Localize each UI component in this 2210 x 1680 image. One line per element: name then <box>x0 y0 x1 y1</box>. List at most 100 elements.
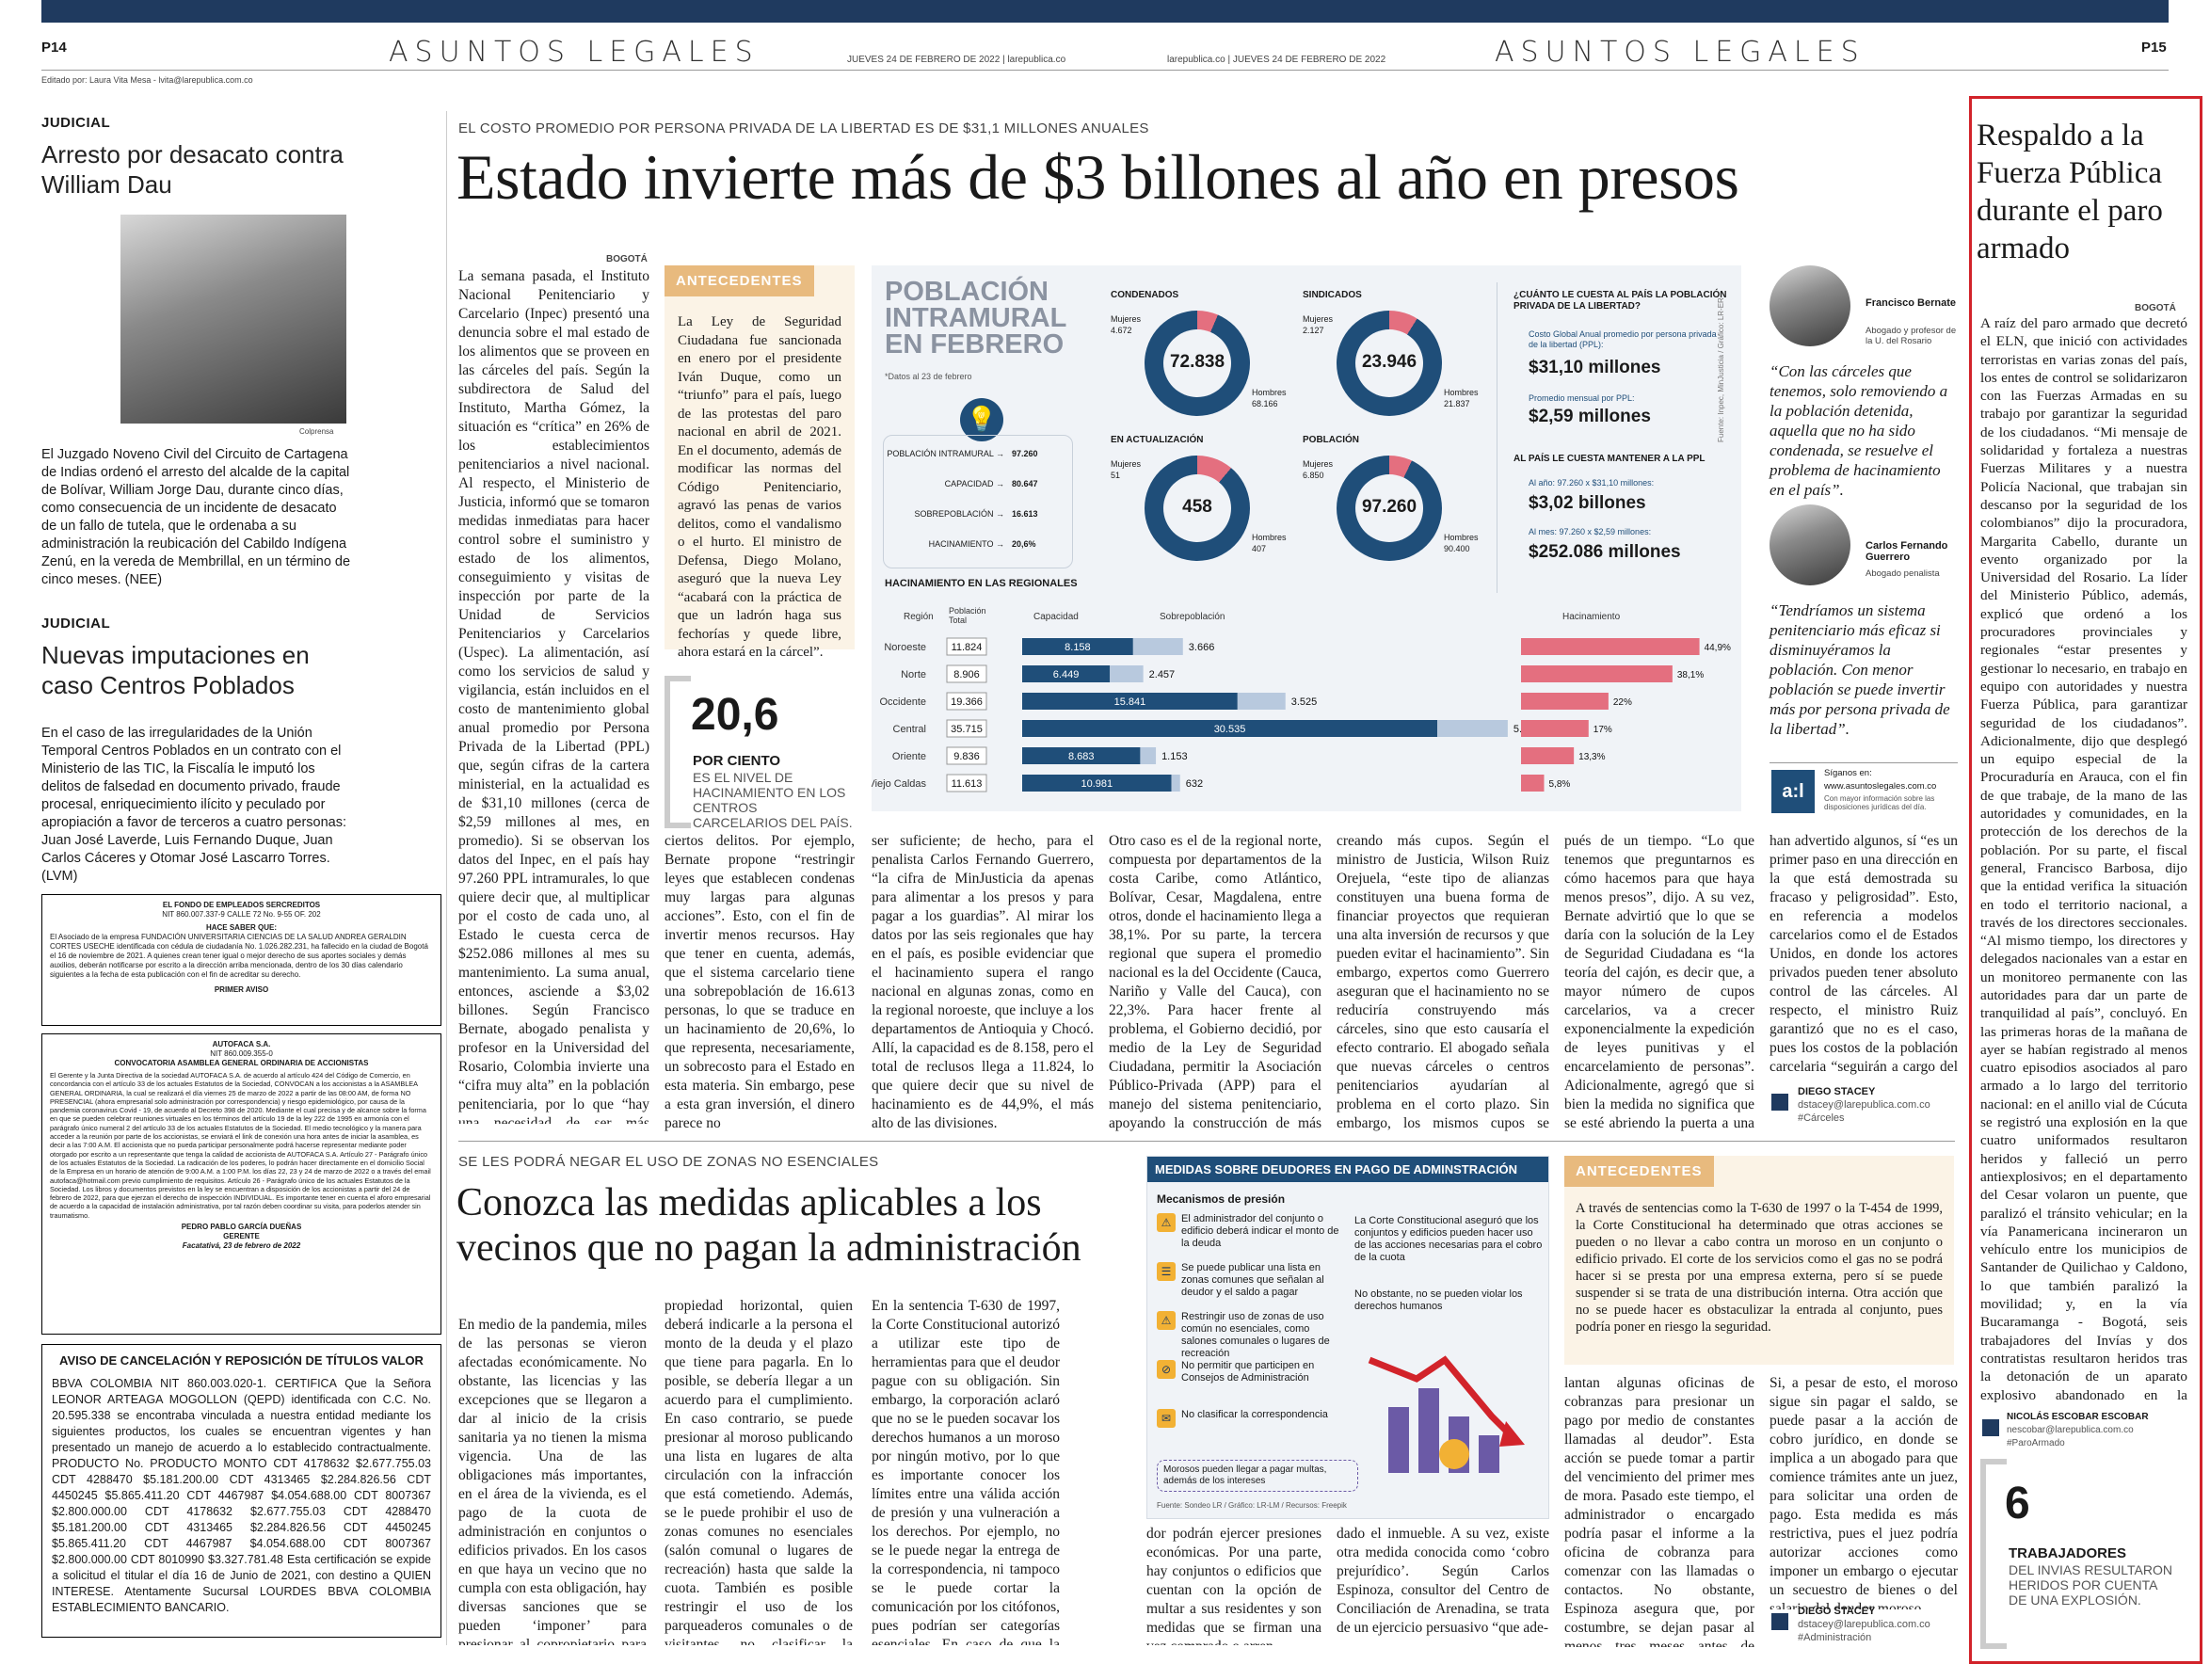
capacity-value: 6.449 <box>1053 669 1080 680</box>
capacity-value: 15.841 <box>1114 696 1146 708</box>
total-value: 35.715 <box>951 724 983 735</box>
infographic-source: Fuente: Inpec, MinJusticia / Gráfico: LR… <box>1717 297 1725 442</box>
sidebar-byline-email: nescobar@larepublica.com.co <box>2007 1425 2134 1435</box>
page-number-left: P14 <box>41 40 67 56</box>
expert1-quote: “Con las cárceles que tenemos, solo remo… <box>1770 362 1948 499</box>
total-box <box>946 746 987 765</box>
donut-total: 458 <box>1182 497 1212 517</box>
column-divider <box>446 111 447 1645</box>
measure-item-icon: ⚠ <box>1157 1213 1176 1232</box>
brief2-title: Nuevas imputaciones en caso Centros Pobl… <box>41 641 310 699</box>
notice2-sub: NIT 860.009.355-0 <box>210 1049 273 1058</box>
cost1-label: Costo Global Anual promedio por persona … <box>1529 329 1717 349</box>
donut-title: SINDICADOS <box>1303 290 1362 300</box>
region-label: Central <box>893 724 926 735</box>
second-byline-tag: #Administración <box>1798 1632 1872 1643</box>
antecedentes-text-1: La Ley de Seguridad Ciudadana fue sancio… <box>678 314 841 660</box>
col-crowd: Hacinamiento <box>1562 612 1621 622</box>
summary-label: HACINAMIENTO → <box>928 539 1004 549</box>
sidebar-stat-unit: TRABAJADORES <box>2009 1545 2127 1561</box>
regional-crowding-chart: Noroeste 11.824 8.158 3.666 44,9% Norte 8.906 6… <box>872 637 1731 792</box>
donut-men-value: 407 <box>1252 544 1267 553</box>
notice-bbva: AVISO DE CANCELACIÓN Y REPOSICIÓN DE TÍT… <box>41 1344 441 1638</box>
total-box <box>946 692 987 711</box>
keep1-value: $3,02 billones <box>1529 493 1646 513</box>
notice1-head: HACE SABER QUE: <box>205 923 278 932</box>
donut-total: 23.946 <box>1361 352 1417 372</box>
keep1-label: Al año: 97.260 x $31,10 millones: <box>1529 478 1655 488</box>
brief2-text: En el caso de las irregularidades de la … <box>41 726 347 884</box>
donut-hole <box>1163 329 1231 397</box>
col-capacity: Capacidad <box>1033 612 1079 622</box>
capacity-bar <box>1022 747 1141 764</box>
main-dateline: BOGOTÁ <box>606 254 648 264</box>
total-value: 19.366 <box>951 696 983 708</box>
total-value: 11.613 <box>952 778 983 790</box>
region-label: Occidente <box>879 696 926 708</box>
measure-item-icon: ☰ <box>1157 1262 1176 1281</box>
measure-item-icon: ⚠ <box>1157 1311 1176 1330</box>
region-label: Oriente <box>892 751 926 762</box>
measure-item-text: El administrador del conjunto o edificio… <box>1181 1213 1339 1249</box>
summary-label: CAPACIDAD → <box>944 479 1004 488</box>
stat-bracket-1 <box>665 676 691 828</box>
over-value: 632 <box>1186 778 1203 790</box>
main-col7: han advertido algunos, sí “es un primer … <box>1770 833 1958 1075</box>
cost2-value: $2,59 millones <box>1529 407 1651 426</box>
total-value: 11.824 <box>952 642 983 653</box>
region-label: Viejo Caldas <box>872 778 926 790</box>
measure-item-icon: ✉ <box>1157 1409 1176 1428</box>
second-col6: lantan algunas oficinas de cobranzas par… <box>1564 1375 1754 1647</box>
crowd-bar <box>1521 775 1545 792</box>
sidebar-stat-number: 6 <box>2005 1479 2030 1528</box>
second-col2: propiedad horizontal, quien deberá indic… <box>665 1298 853 1645</box>
notice2-head: CONVOCATORIA ASAMBLEA GENERAL ORDINARIA … <box>114 1059 369 1067</box>
follow-rule <box>1770 762 1958 763</box>
capacity-value: 30.535 <box>1214 724 1246 735</box>
william-dau-photo <box>120 215 346 424</box>
cost1-value: $31,10 millones <box>1529 358 1661 377</box>
notice3-body: BBVA COLOMBIA NIT 860.003.020-1. CERTIFI… <box>52 1377 431 1614</box>
follow-site[interactable]: www.asuntoslegales.com.co <box>1824 781 1937 792</box>
donut-title: CONDENADOS <box>1111 290 1179 300</box>
section-title-right: ASUNTOS LEGALES <box>1495 36 1866 69</box>
second-col1: En medio de la pandemia, miles de las pe… <box>458 1317 647 1645</box>
crowd-value: 44,9% <box>1705 643 1731 653</box>
expert2-role: Abogado penalista <box>1866 568 1940 579</box>
col-region: Región <box>904 612 934 622</box>
total-box <box>946 664 987 683</box>
antecedentes-box-2: ANTECEDENTES A través de sentencias como… <box>1564 1156 1954 1365</box>
donut-women-label: Mujeres <box>1111 459 1142 469</box>
donut-women-value: 4.672 <box>1111 326 1132 335</box>
donut-hole <box>1355 329 1423 397</box>
donut-women-label: Mujeres <box>1111 314 1142 324</box>
stat-number-1: 20,6 <box>691 690 779 740</box>
col-total: Población Total <box>949 606 986 625</box>
capacity-value: 10.981 <box>1081 778 1113 790</box>
measures-right1: La Corte Constitucional aseguró que los … <box>1354 1215 1543 1263</box>
lightbulb-icon: 💡 <box>960 398 1003 441</box>
summary-value: 97.260 <box>1012 449 1038 458</box>
donut-women-label: Mujeres <box>1303 459 1334 469</box>
capacity-bar <box>1022 720 1438 737</box>
brief1-title: Arresto por desacato contra William Dau <box>41 140 344 199</box>
sidebar-byline: NICOLÁS ESCOBAR ESCOBAR <box>2007 1412 2149 1422</box>
capacity-value: 8.683 <box>1068 751 1095 762</box>
sidebar-text: A raíz del paro armado que decretó el EL… <box>1980 315 2187 1406</box>
stat-bracket-2 <box>1980 1459 2007 1649</box>
keep2-value: $252.086 millones <box>1529 542 1681 562</box>
main-headline: Estado invierte más de $3 billones al añ… <box>456 141 1739 213</box>
notice2-title: AUTOFACA S.A. <box>212 1040 271 1048</box>
stat-unit-1: POR CIENTO <box>693 753 781 769</box>
regions-title: HACINAMIENTO EN LAS REGIONALES <box>885 578 1078 589</box>
main-col5: creando más cupos. Según el ministro de … <box>1337 833 1549 1131</box>
over-bar <box>1437 720 1508 737</box>
notice-autofaca: AUTOFACA S.A. NIT 860.009.355-0 CONVOCAT… <box>41 1033 441 1335</box>
cost2-label: Promedio mensual por PPL: <box>1529 393 1635 403</box>
brief1-kicker: JUDICIAL <box>41 115 111 131</box>
downtrend-illustration <box>1368 1355 1525 1473</box>
expert1-name: Francisco Bernate <box>1866 297 1956 309</box>
donut-men-label: Hombres <box>1252 533 1287 542</box>
stat-desc-1: ES EL NIVEL DE HACINAMIENTO EN LOS CENTR… <box>693 770 853 830</box>
section-divider <box>458 1141 1955 1142</box>
